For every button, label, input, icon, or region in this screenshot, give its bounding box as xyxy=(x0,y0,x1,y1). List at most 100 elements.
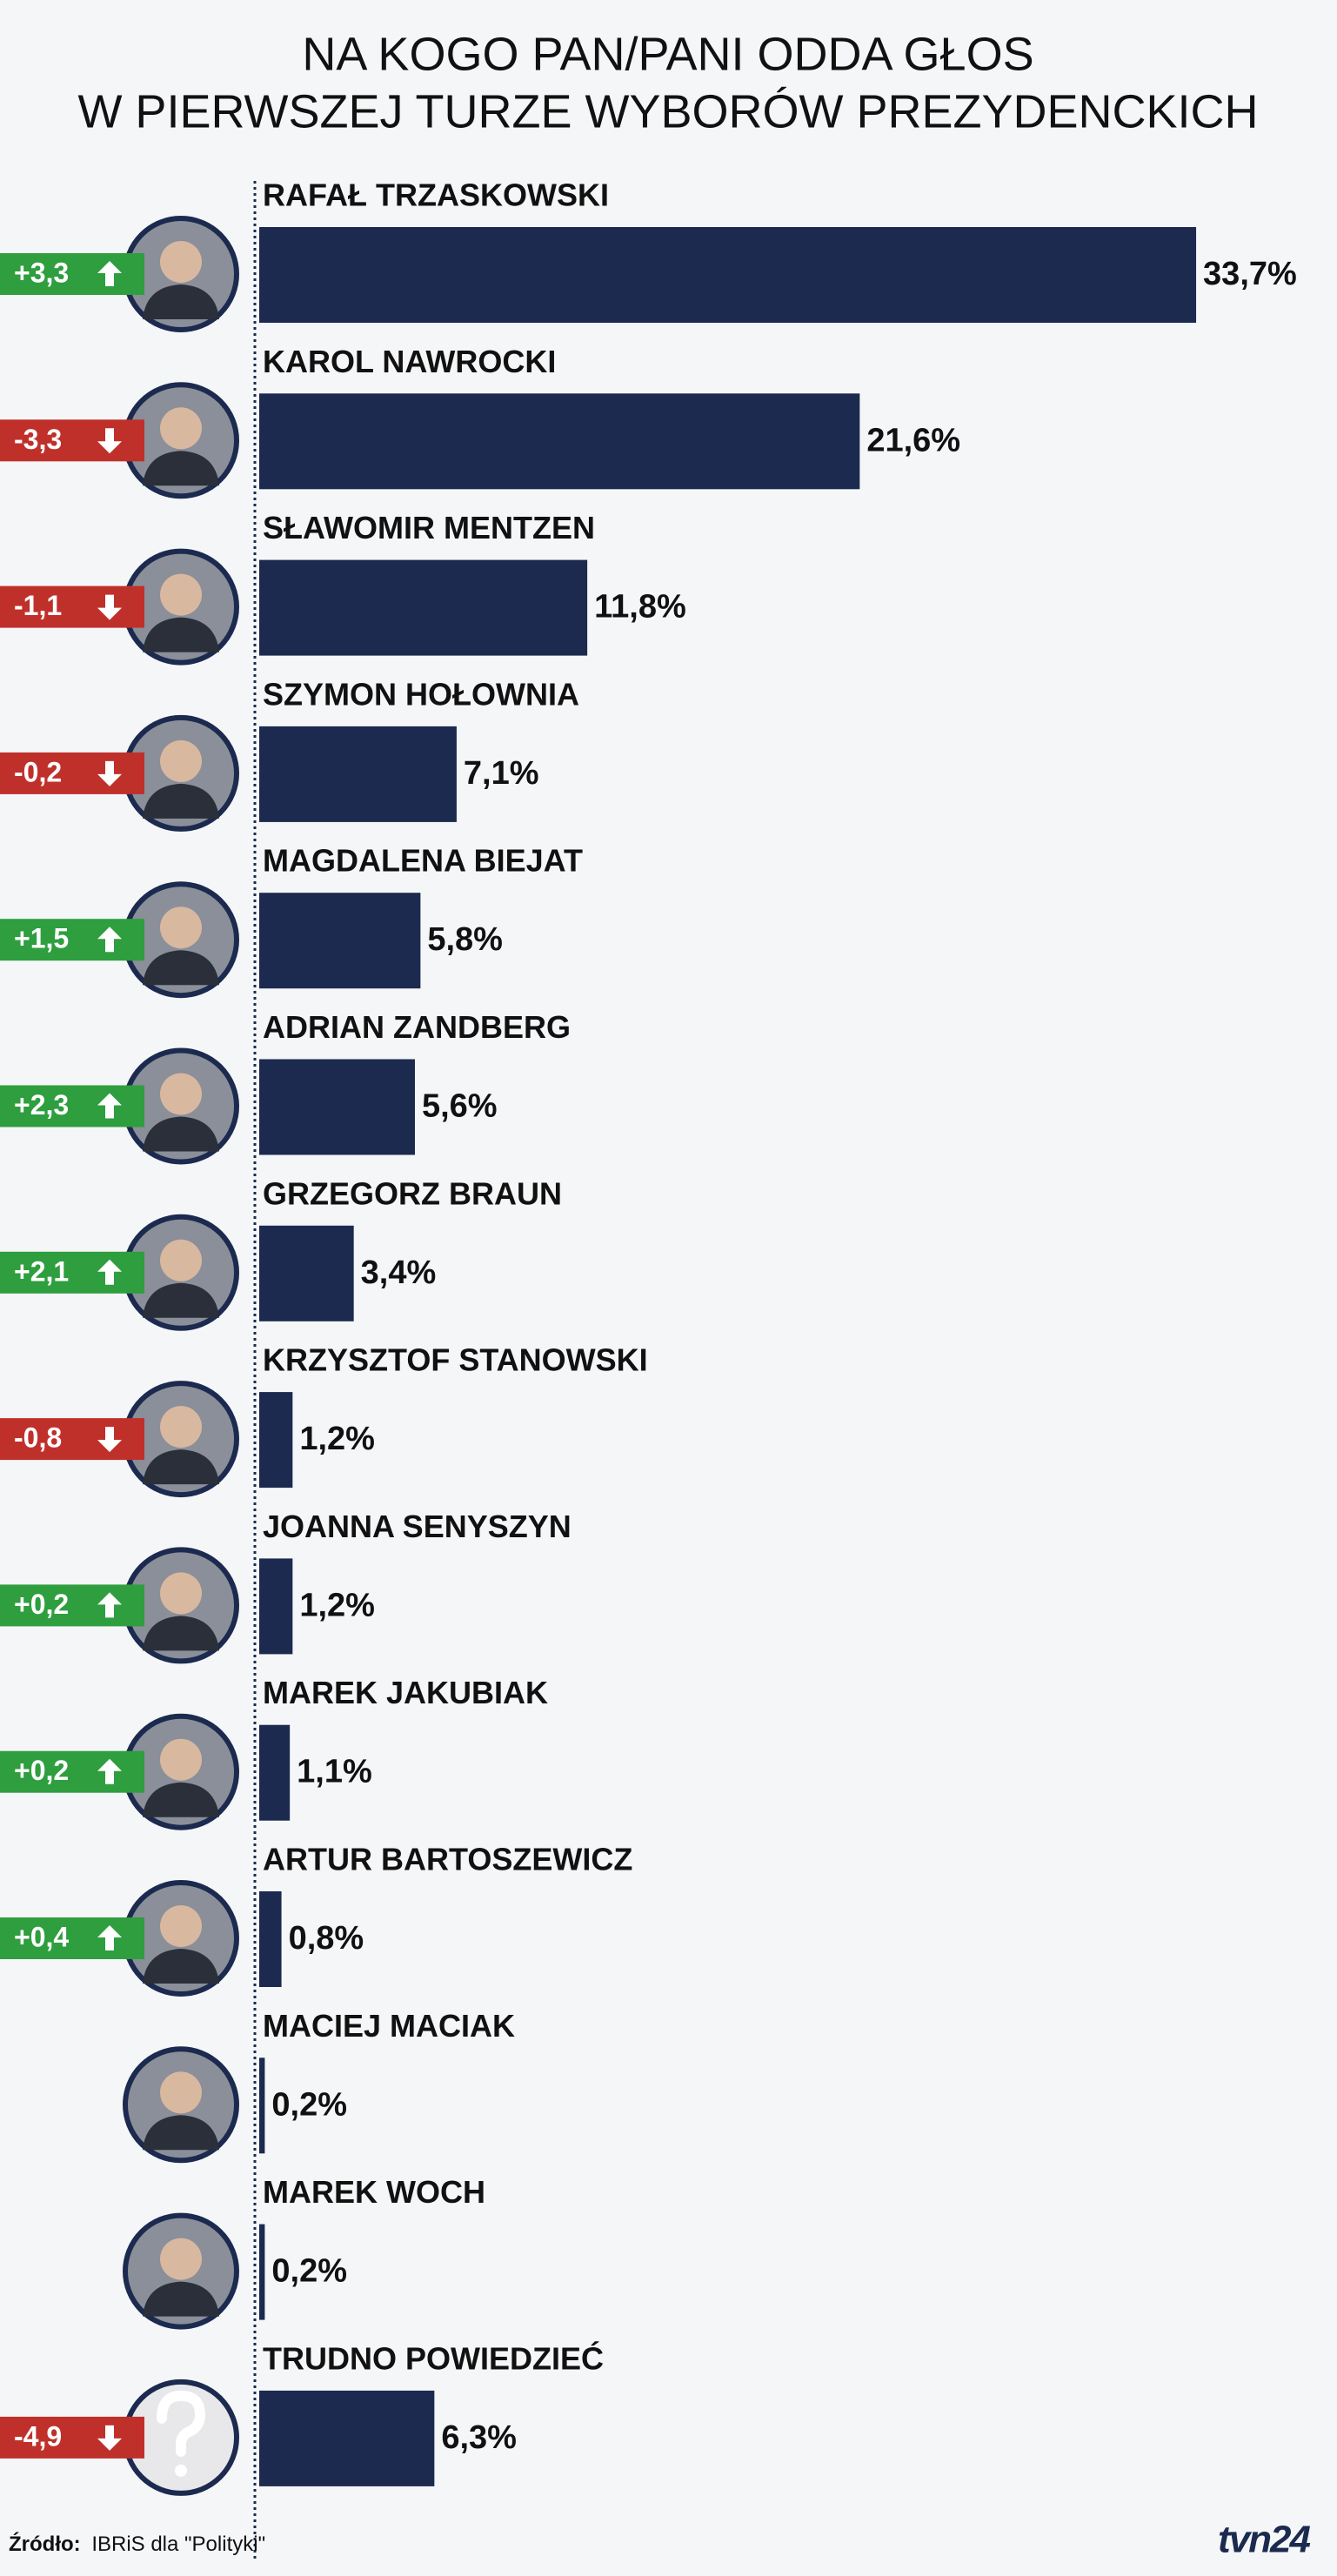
bar xyxy=(259,2224,265,2320)
change-label: -0,8 xyxy=(14,1422,62,1454)
avatar-head xyxy=(160,407,202,450)
avatar-body xyxy=(143,1282,219,1318)
avatar-head xyxy=(160,573,202,616)
change-arrow xyxy=(97,1925,122,1950)
change-label: +0,4 xyxy=(14,1921,69,1952)
avatar-head xyxy=(160,2238,202,2280)
change-arrow xyxy=(97,428,122,454)
change-badge xyxy=(0,419,144,462)
avatar-head xyxy=(160,739,202,782)
change-arrow xyxy=(97,1758,122,1784)
category-label: ARTUR BARTOSZEWICZ xyxy=(263,1842,632,1877)
value-label: 1,2% xyxy=(299,1421,375,1457)
change-arrow xyxy=(97,594,122,620)
category-label: TRUDNO POWIEDZIEĆ xyxy=(263,2339,604,2376)
category-label: JOANNA SENYSZYN xyxy=(263,1509,572,1544)
change-badge xyxy=(0,752,144,794)
category-label: GRZEGORZ BRAUN xyxy=(263,1175,562,1211)
avatar-body xyxy=(143,1949,219,1984)
bar xyxy=(259,1059,415,1155)
value-label: 33,7% xyxy=(1203,256,1297,292)
avatar-head xyxy=(160,1572,202,1615)
bar xyxy=(259,2057,265,2154)
change-label: +3,3 xyxy=(14,257,69,288)
logo: tvn24 xyxy=(1218,2519,1310,2561)
value-label: 6,3% xyxy=(441,2419,517,2456)
value-label: 0,8% xyxy=(289,1920,364,1957)
change-label: +0,2 xyxy=(14,1589,69,1620)
category-label: MAREK WOCH xyxy=(263,2174,485,2210)
avatar-body xyxy=(143,617,219,652)
value-label: 5,8% xyxy=(427,921,503,958)
change-badge xyxy=(0,1418,144,1461)
change-arrow xyxy=(97,1427,122,1453)
avatar-body xyxy=(143,2115,219,2151)
change-badge xyxy=(0,1085,144,1127)
avatar-head xyxy=(160,1905,202,1947)
change-badge xyxy=(0,2416,144,2459)
avatar-body xyxy=(143,451,219,486)
bar xyxy=(259,393,860,490)
avatar-head xyxy=(160,1406,202,1449)
change-label: -4,9 xyxy=(14,2420,62,2452)
bar xyxy=(259,559,588,656)
avatar-head xyxy=(160,1239,202,1281)
bar xyxy=(259,726,457,822)
category-label: MAREK JAKUBIAK xyxy=(263,1675,548,1710)
bar xyxy=(259,2390,435,2486)
change-arrow xyxy=(97,2425,122,2451)
change-arrow xyxy=(97,1093,122,1119)
avatar-body xyxy=(143,1449,219,1485)
change-badge xyxy=(0,1917,144,1959)
source-text: IBRiS dla "Polityki" xyxy=(91,2533,265,2556)
change-label: +1,5 xyxy=(14,923,69,954)
question-icon xyxy=(157,2390,206,2457)
change-label: +2,1 xyxy=(14,1255,69,1287)
category-label: MACIEJ MACIAK xyxy=(263,2008,515,2044)
chart-title: NA KOGO PAN/PANI ODDA GŁOS xyxy=(302,28,1033,80)
avatar-head xyxy=(160,241,202,283)
category-label: RAFAŁ TRZASKOWSKI xyxy=(263,177,609,213)
change-badge xyxy=(0,253,144,295)
category-label: KRZYSZTOF STANOWSKI xyxy=(263,1342,648,1378)
change-badge xyxy=(0,1750,144,1793)
value-label: 0,2% xyxy=(271,2253,347,2290)
avatar-body xyxy=(143,284,219,319)
source: Źródło: IBRiS dla "Polityki" xyxy=(9,2532,265,2556)
bar xyxy=(259,227,1197,323)
avatar-body xyxy=(143,1116,219,1152)
category-label: ADRIAN ZANDBERG xyxy=(263,1009,571,1045)
bar xyxy=(259,1891,282,1987)
bar xyxy=(259,1558,293,1655)
change-arrow xyxy=(97,1259,122,1285)
value-label: 5,6% xyxy=(422,1088,498,1125)
bar xyxy=(259,1225,354,1321)
category-label: MAGDALENA BIEJAT xyxy=(263,843,583,879)
change-badge xyxy=(0,1251,144,1294)
avatar-body xyxy=(143,1782,219,1817)
avatar-body xyxy=(143,783,219,819)
avatar-body xyxy=(143,950,219,986)
value-label: 21,6% xyxy=(866,422,960,458)
change-badge xyxy=(0,1584,144,1627)
bar xyxy=(259,1724,291,1821)
question-dot xyxy=(175,2464,187,2477)
avatar-head xyxy=(160,1738,202,1781)
chart-title: W PIERWSZEJ TURZE WYBORÓW PREZYDENCKICH xyxy=(77,85,1258,137)
change-arrow xyxy=(97,261,122,286)
value-label: 0,2% xyxy=(271,2086,347,2123)
change-label: -3,3 xyxy=(14,424,62,455)
value-label: 11,8% xyxy=(594,589,686,626)
avatar-head xyxy=(160,1073,202,1115)
value-label: 3,4% xyxy=(361,1255,437,1291)
change-label: -0,2 xyxy=(14,756,62,787)
change-label: -1,1 xyxy=(14,590,62,621)
avatar-body xyxy=(143,1616,219,1651)
avatar-head xyxy=(160,2071,202,2114)
avatar-body xyxy=(143,2281,219,2317)
bar xyxy=(259,1392,293,1489)
category-label: SŁAWOMIR MENTZEN xyxy=(263,510,595,545)
bar xyxy=(259,893,421,989)
change-label: +0,2 xyxy=(14,1755,69,1786)
